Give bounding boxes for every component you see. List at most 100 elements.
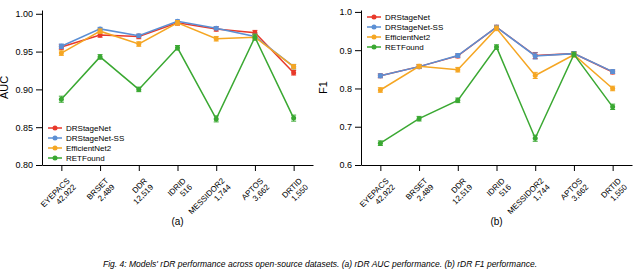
point [417, 116, 422, 121]
error-bar [175, 21, 180, 26]
legend-marker [53, 156, 58, 161]
error-bar [252, 34, 257, 40]
legend-label: DRStageNet [66, 124, 112, 133]
tick-label-line: 1,744 [531, 182, 552, 203]
point [494, 26, 499, 31]
error-bar [571, 52, 576, 57]
point [533, 136, 538, 141]
point [610, 104, 615, 109]
error-bar [59, 96, 64, 102]
tick-mark [419, 165, 420, 171]
point [494, 45, 499, 50]
panel: 0.60.70.80.91.0EYEPACS42,922BRSET2,489DD… [317, 7, 633, 226]
error-bar [98, 29, 103, 34]
legend-label: DRStageNet-SS [66, 134, 124, 143]
tick-label: 0.9 [339, 46, 352, 56]
point [571, 51, 576, 56]
error-bar [455, 98, 460, 103]
legend-label: EfficientNet2 [66, 144, 112, 153]
point [175, 45, 180, 50]
x-tick: APTOS3,662 [559, 165, 591, 208]
point [610, 70, 615, 75]
legend-item: DRStageNet-SS [367, 23, 443, 32]
point [455, 53, 460, 58]
panel: 0.800.850.900.951.00EYEPACS42,922BRSET2,… [0, 9, 314, 226]
point [455, 67, 460, 72]
error-bar [417, 65, 422, 69]
tick-mark [355, 50, 361, 51]
point [214, 36, 219, 41]
tick-label: DRTID1,550 [599, 176, 629, 206]
legend-marker [372, 35, 377, 40]
tick-label-line: 516 [178, 182, 194, 198]
x-tick: MESSIDOR21,744 [506, 165, 552, 222]
tick-mark [458, 165, 459, 171]
tick-label-line: 1,744 [212, 182, 233, 203]
point [214, 116, 219, 121]
error-bar [533, 52, 538, 58]
tick-mark [255, 165, 256, 171]
point [214, 26, 219, 31]
error-bar [378, 74, 383, 78]
y-label: AUC [0, 76, 10, 99]
tick-label: IDRID516 [166, 176, 194, 204]
tick-label: APTOS3,662 [559, 176, 591, 208]
legend-item: RETFound [48, 154, 105, 163]
tick-label: MESSIDOR21,744 [506, 176, 552, 222]
tick-label-line: 1,550 [609, 182, 630, 203]
point [455, 53, 460, 58]
tick-label: EYEPACS42,922 [39, 176, 78, 215]
legend-item: DRStageNet-SS [48, 134, 124, 143]
series [378, 26, 615, 93]
point [59, 51, 64, 56]
legend-item: EfficientNet2 [367, 33, 431, 42]
error-bar [494, 45, 499, 50]
y-axis: 0.60.70.80.91.0 [339, 7, 361, 170]
point [291, 64, 296, 69]
tick-label: BRSET2,489 [404, 176, 436, 208]
x-tick: DRTID1,550 [280, 165, 310, 206]
tick-mark [178, 165, 179, 171]
error-bar [533, 135, 538, 141]
tick-label: DRTID1,550 [280, 176, 310, 206]
legend-item: EfficientNet2 [48, 144, 112, 153]
error-bar [610, 104, 615, 109]
tick-mark [36, 165, 42, 166]
tick-mark [355, 127, 361, 128]
tick-label: MESSIDOR21,744 [187, 176, 233, 222]
y-axis: 0.800.850.900.951.00 [15, 9, 42, 170]
annotation: (a) [171, 216, 183, 227]
point [291, 64, 296, 69]
tick-mark [355, 12, 361, 13]
error-bar [571, 52, 576, 57]
error-bar [136, 34, 141, 37]
y-tick: 1.0 [339, 7, 361, 17]
error-bar [291, 64, 296, 69]
point [59, 45, 64, 50]
x-tick: DRTID1,550 [599, 165, 629, 206]
point [610, 86, 615, 91]
tick-mark [36, 14, 42, 15]
error-bar [455, 67, 460, 72]
series [59, 20, 296, 69]
legend-marker [372, 25, 377, 30]
tick-label: 1.00 [15, 9, 33, 19]
legend-label: DRStageNet [385, 13, 431, 22]
point [378, 73, 383, 78]
point [378, 87, 383, 92]
tick-mark [294, 165, 295, 171]
point [571, 52, 576, 57]
y-label: F1 [317, 81, 329, 94]
point [175, 20, 180, 25]
caption: Fig. 4: Models' rDR performance across o… [103, 259, 537, 269]
x-tick: MESSIDOR21,744 [187, 165, 233, 222]
error-bar [378, 74, 383, 78]
point [136, 87, 141, 92]
point [378, 73, 383, 78]
point [59, 97, 64, 102]
legend-label: RETFound [66, 154, 105, 163]
series [59, 34, 296, 122]
error-bar [214, 27, 219, 30]
tick-mark [535, 165, 536, 171]
error-bar [291, 64, 296, 69]
